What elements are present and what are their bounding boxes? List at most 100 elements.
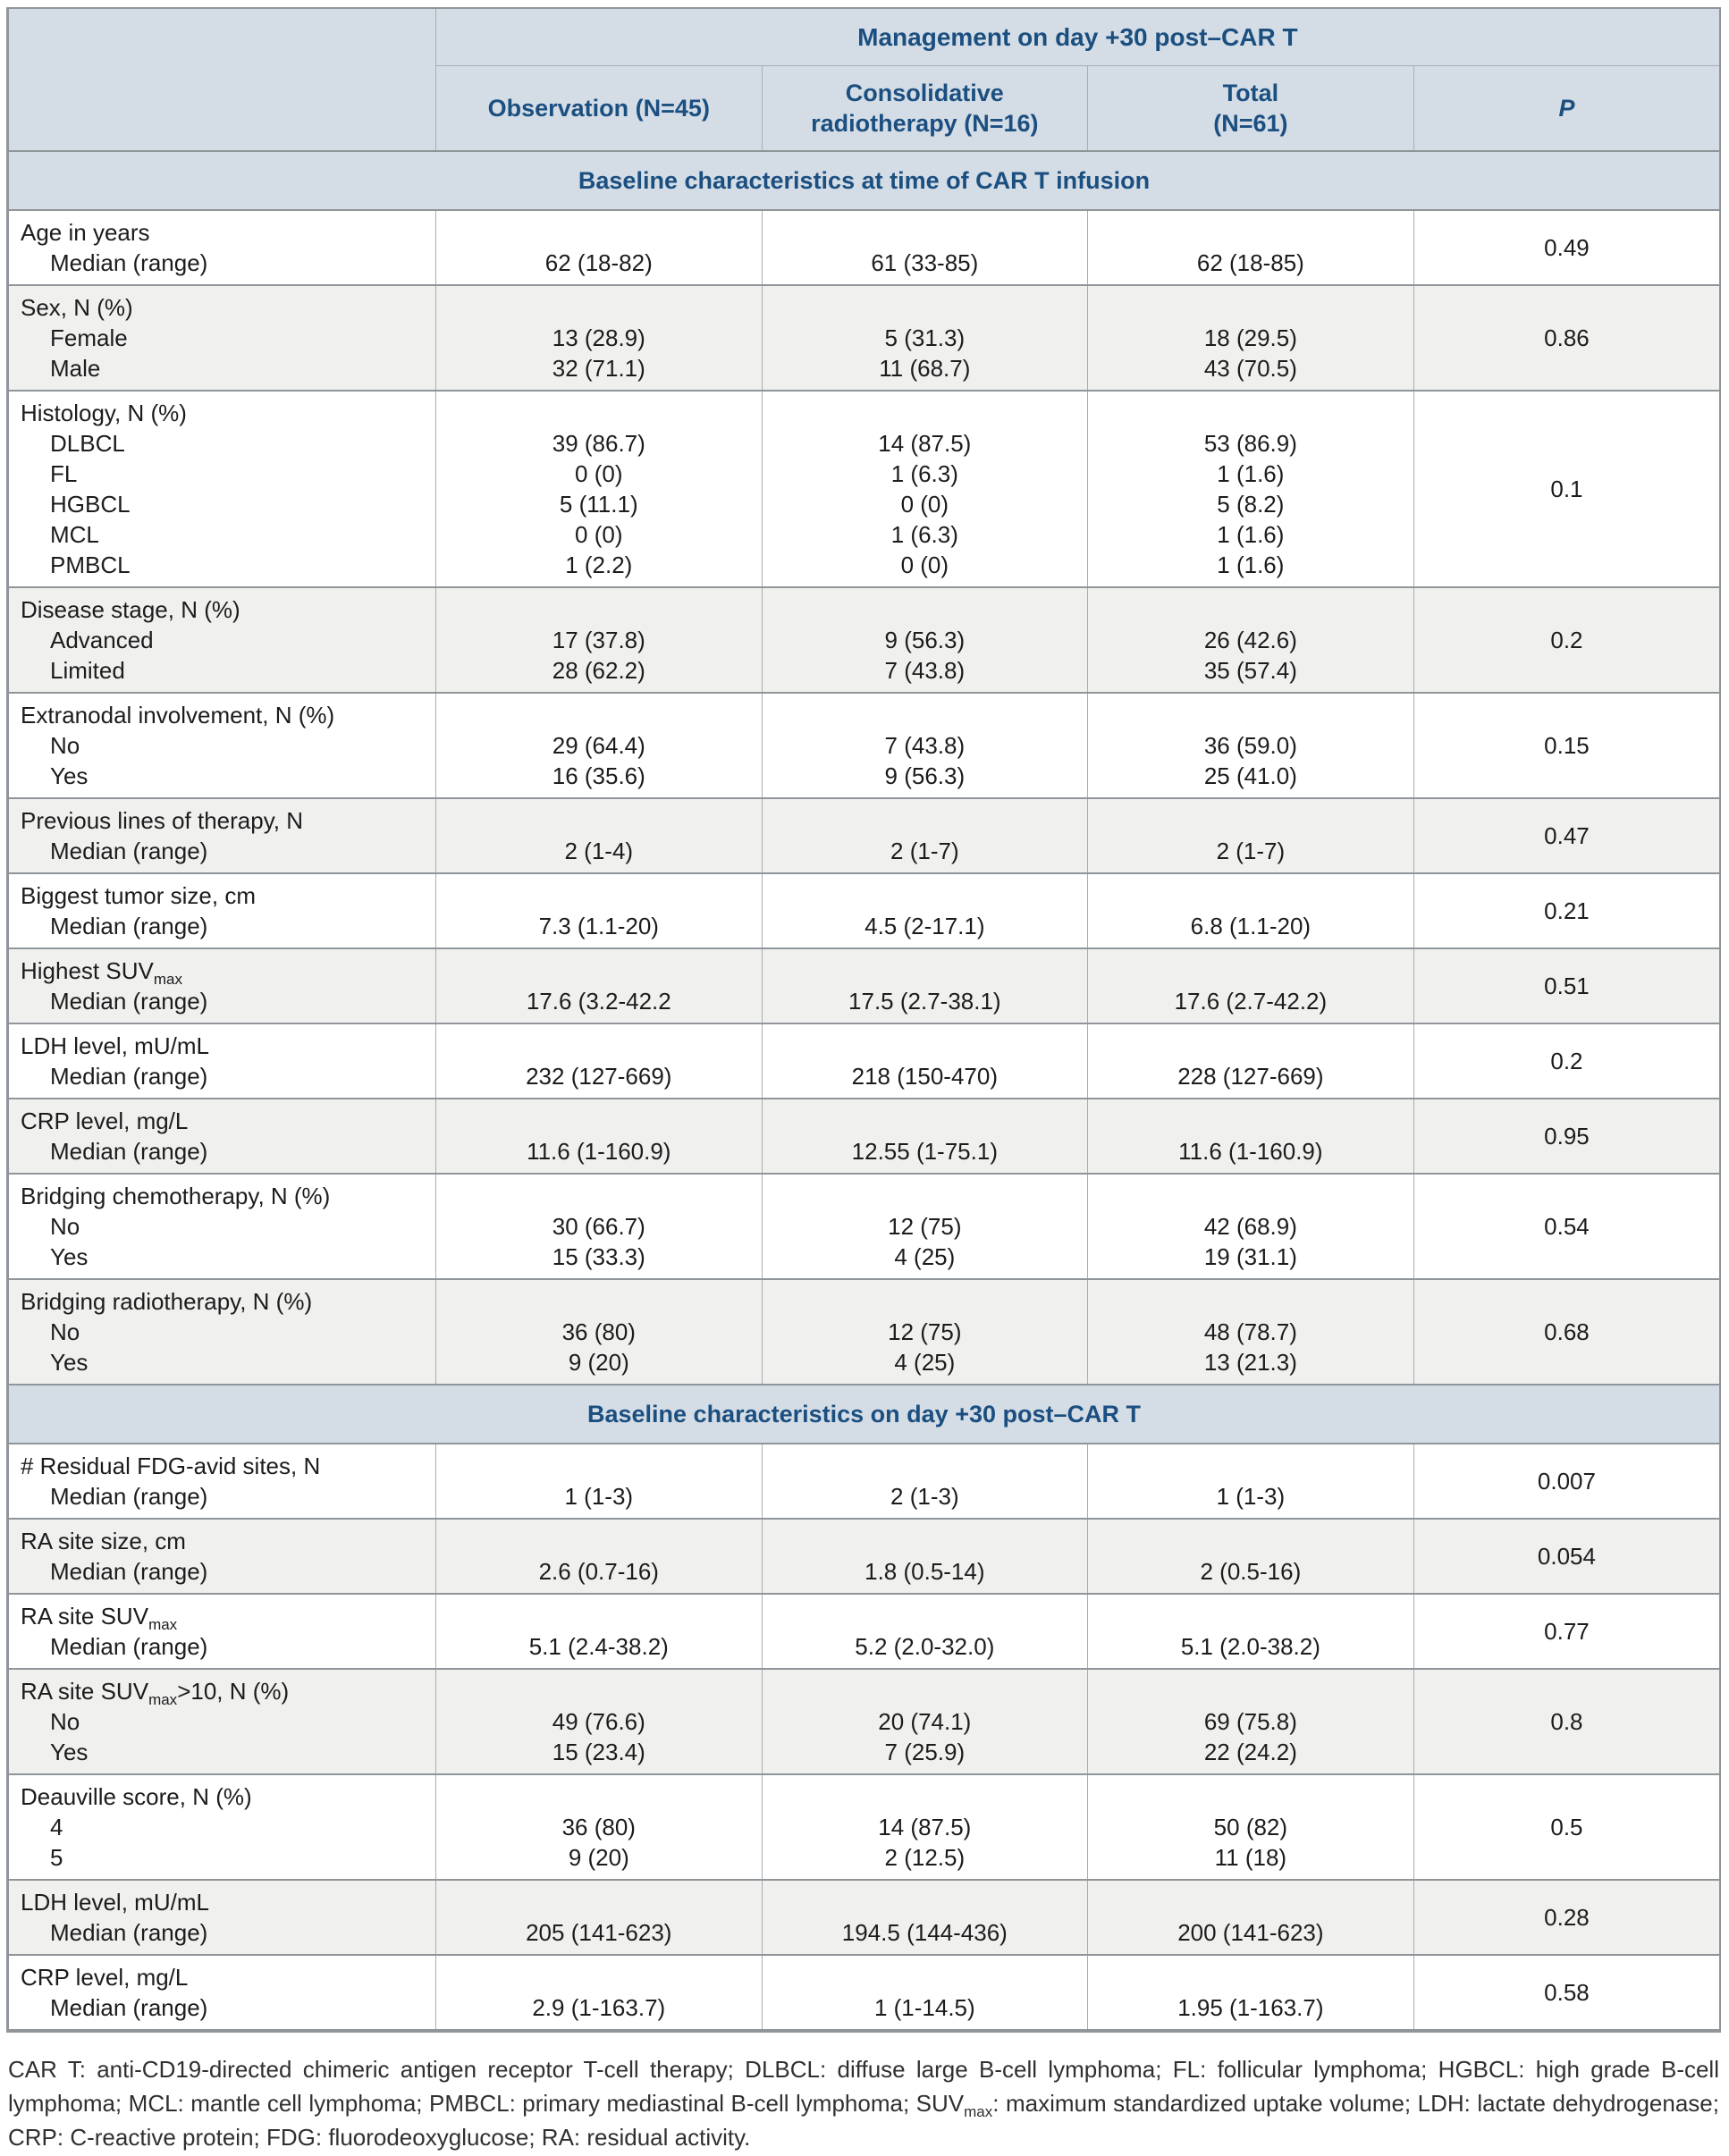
row-heading: CRP level, mg/L [21, 1106, 430, 1136]
observation-value: 9 (20) [568, 1349, 629, 1376]
p-value-cell: 0.28 [1413, 1881, 1719, 1954]
p-value-cell: 0.51 [1413, 949, 1719, 1023]
p-value-cell: 0.54 [1413, 1175, 1719, 1278]
table-row: RA site size, cm Median (range) 2.6 (0.7-1… [9, 1518, 1719, 1593]
observation-value: 7.3 (1.1-20) [538, 913, 659, 939]
column-header-total: Total (N=61) [1086, 66, 1413, 150]
radiotherapy-cell: 12 (75) 4 (25) [761, 1175, 1087, 1278]
radiotherapy-value: 1 (6.3) [890, 521, 958, 548]
p-value: 0.86 [1544, 324, 1590, 351]
p-value: 0.58 [1544, 1979, 1590, 2006]
row-label-cell: Highest SUVmax Median (range) [9, 949, 435, 1023]
value-spacer [436, 398, 762, 428]
value-spacer [1088, 398, 1413, 428]
observation-value: 36 (80) [561, 1814, 636, 1840]
radiotherapy-value: 2 (12.5) [884, 1844, 966, 1871]
value-spacer [763, 805, 1087, 836]
total-cell: 2 (1-7) [1086, 799, 1413, 872]
row-sub-label: 4 [50, 1814, 63, 1840]
value-spacer [436, 1526, 762, 1556]
row-heading-text: RA site SUV [21, 1678, 149, 1705]
p-value-cell: 0.68 [1413, 1280, 1719, 1384]
p-value-cell: 0.47 [1413, 799, 1719, 872]
row-heading-text: LDH level, mU/mL [21, 1889, 209, 1916]
row-heading: CRP level, mg/L [21, 1962, 430, 1992]
observation-cell: 39 (86.7) 0 (0) 5 (11.1) 0 (0) 1 (2.2) [434, 392, 762, 586]
value-spacer [436, 880, 762, 911]
observation-value: 2.6 (0.7-16) [538, 1558, 659, 1585]
value-spacer [1088, 1526, 1413, 1556]
p-value-cell: 0.58 [1413, 1956, 1719, 2029]
total-value: 1 (1-3) [1216, 1483, 1286, 1510]
p-value-cell: 0.2 [1413, 1024, 1719, 1098]
p-value: 0.2 [1550, 627, 1583, 653]
p-value: 0.5 [1550, 1814, 1583, 1840]
observation-value: 9 (20) [568, 1844, 629, 1871]
row-heading-text: Sex, N (%) [21, 294, 133, 321]
value-spacer [1088, 594, 1413, 625]
radiotherapy-cell: 14 (87.5) 1 (6.3) 0 (0) 1 (6.3) 0 (0) [761, 392, 1087, 586]
observation-value: 205 (141-623) [526, 1919, 672, 1946]
table-body: Baseline characteristics at time of CAR … [9, 150, 1719, 2029]
value-spacer [436, 1601, 762, 1631]
observation-cell: 13 (28.9) 32 (71.1) [434, 286, 762, 390]
p-value: 0.054 [1537, 1543, 1596, 1570]
row-heading-text: CRP level, mg/L [21, 1107, 189, 1134]
p-value: 0.007 [1537, 1468, 1596, 1495]
total-cell: 62 (18-85) [1086, 211, 1413, 284]
value-spacer [1088, 1887, 1413, 1917]
observation-value: 0 (0) [575, 460, 623, 487]
row-sub-label: Male [50, 355, 101, 382]
row-label-cell: Bridging radiotherapy, N (%) No Yes [9, 1280, 435, 1384]
row-sub-label: Median (range) [50, 1063, 208, 1090]
row-label-cell: CRP level, mg/L Median (range) [9, 1099, 435, 1173]
column-header-p: P [1413, 66, 1719, 150]
radiotherapy-cell: 61 (33-85) [761, 211, 1087, 284]
row-label-cell: # Residual FDG-avid sites, N Median (rang… [9, 1444, 435, 1518]
total-value: 22 (24.2) [1203, 1739, 1297, 1765]
value-spacer [436, 700, 762, 730]
row-label-cell: Age in years Median (range) [9, 211, 435, 284]
row-heading-text: LDH level, mU/mL [21, 1032, 209, 1059]
table-row: RA site SUVmax Median (range) 5.1 (2.4-38.… [9, 1593, 1719, 1668]
value-spacer [763, 292, 1087, 323]
total-cell: 228 (127-669) [1086, 1024, 1413, 1098]
column-header-line: radiotherapy (N=16) [811, 110, 1039, 137]
observation-value: 39 (86.7) [552, 430, 645, 457]
total-cell: 53 (86.9) 1 (1.6) 5 (8.2) 1 (1.6) 1 (1.6) [1086, 392, 1413, 586]
row-sub-label: Yes [50, 1739, 89, 1765]
radiotherapy-cell: 4.5 (2-17.1) [761, 874, 1087, 947]
total-value: 5.1 (2.0-38.2) [1180, 1633, 1320, 1660]
row-label-cell: Deauville score, N (%) 4 5 [9, 1775, 435, 1879]
p-value: 0.49 [1544, 234, 1590, 261]
row-heading: RA site SUVmax>10, N (%) [21, 1676, 430, 1707]
value-spacer [436, 594, 762, 625]
observation-value: 15 (33.3) [552, 1243, 645, 1270]
row-heading: Disease stage, N (%) [21, 594, 430, 625]
radiotherapy-value: 20 (74.1) [878, 1708, 972, 1735]
row-heading: LDH level, mU/mL [21, 1031, 430, 1061]
row-heading-text: Histology, N (%) [21, 400, 187, 426]
value-spacer [436, 292, 762, 323]
p-value-cell: 0.1 [1413, 392, 1719, 586]
row-sub-label: PMBCL [50, 552, 131, 578]
row-sub-label: Yes [50, 1243, 89, 1270]
observation-cell: 30 (66.7) 15 (33.3) [434, 1175, 762, 1278]
table-row: Biggest tumor size, cm Median (range) 7.3 … [9, 872, 1719, 947]
column-header-observation: Observation (N=45) [434, 66, 762, 150]
row-heading-text: Extranodal involvement, N (%) [21, 702, 335, 728]
header-corner-cell [9, 9, 435, 150]
row-heading: Previous lines of therapy, N [21, 805, 430, 836]
total-value: 11 (18) [1214, 1844, 1287, 1871]
p-value: 0.1 [1550, 476, 1583, 502]
row-heading-subscript: max [153, 971, 182, 989]
total-value: 69 (75.8) [1203, 1708, 1297, 1735]
column-header-line: Consolidative [845, 80, 1004, 106]
table-row: Disease stage, N (%) Advanced Limited 17 (3… [9, 586, 1719, 692]
total-value: 2 (0.5-16) [1200, 1558, 1302, 1585]
value-spacer [436, 217, 762, 248]
radiotherapy-cell: 5 (31.3) 11 (68.7) [761, 286, 1087, 390]
total-cell: 69 (75.8) 22 (24.2) [1086, 1670, 1413, 1773]
row-label-cell: Extranodal involvement, N (%) No Yes [9, 694, 435, 797]
value-spacer [436, 1106, 762, 1136]
